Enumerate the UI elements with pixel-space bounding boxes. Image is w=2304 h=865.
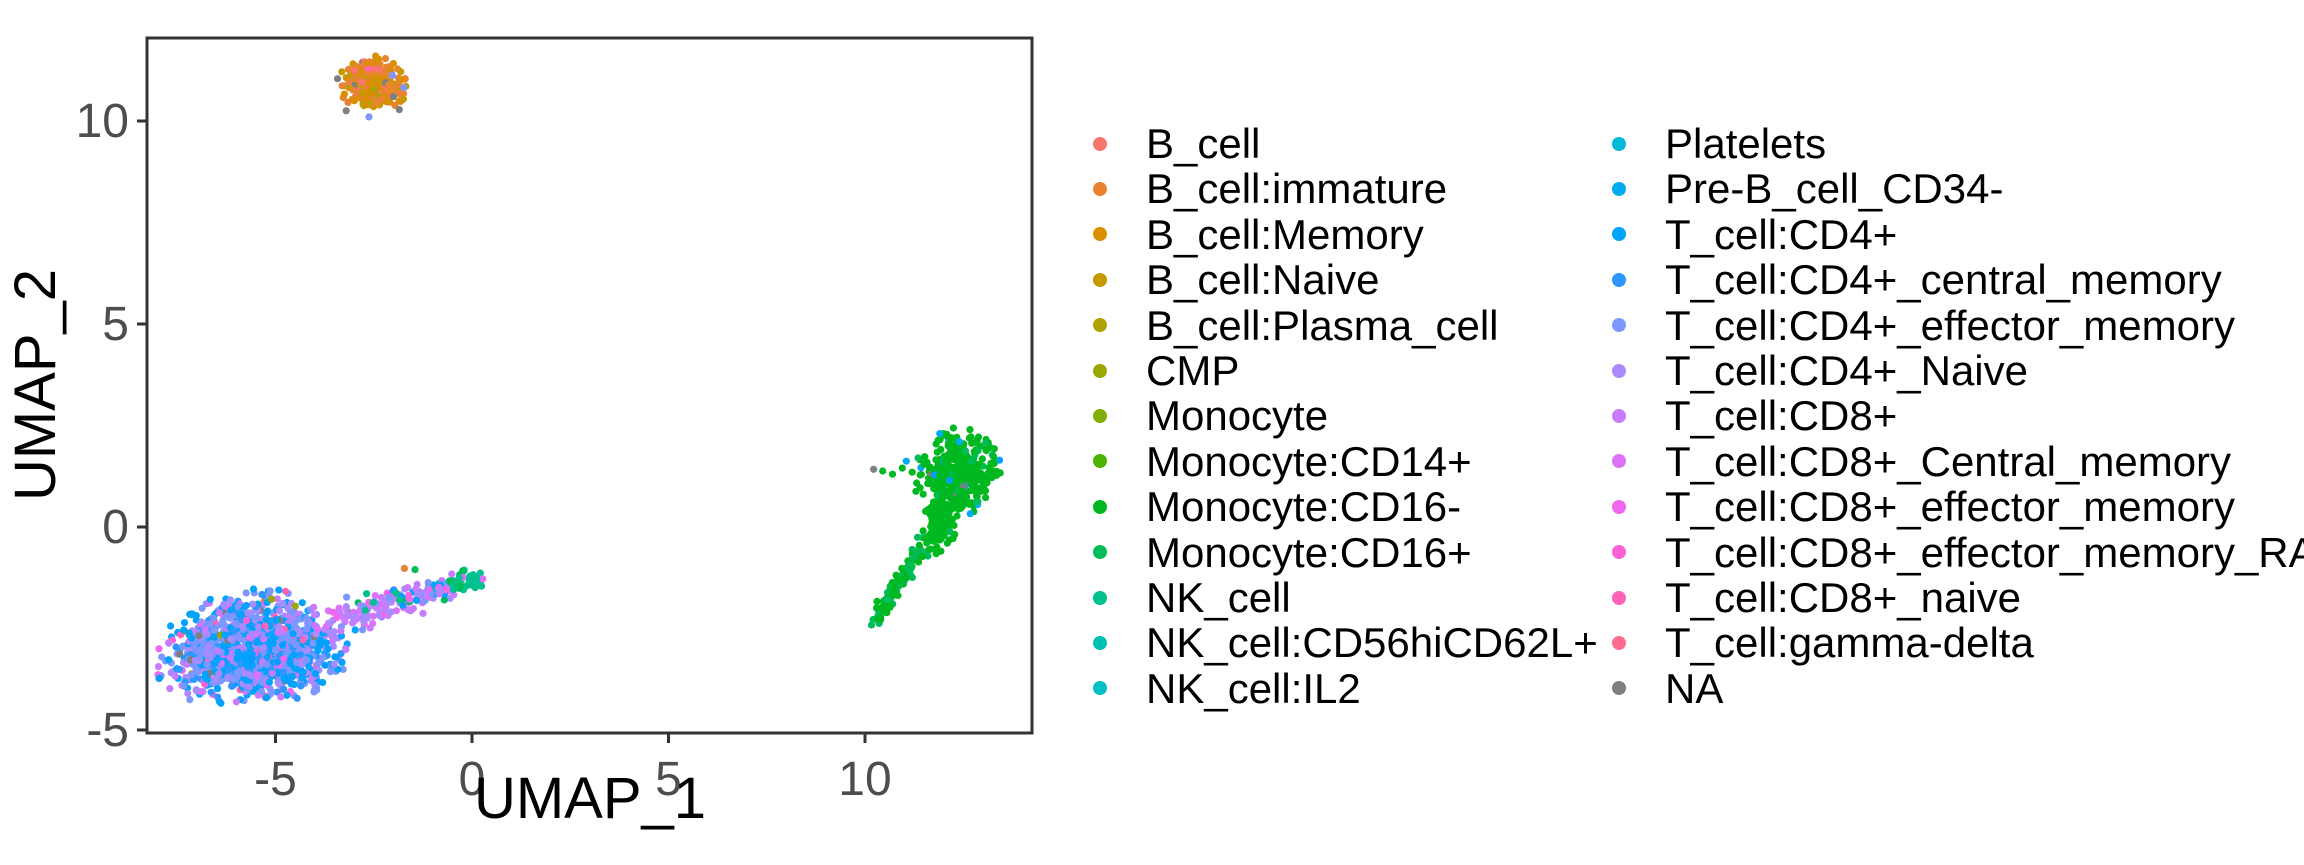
legend-label: CMP	[1146, 346, 1240, 394]
legend-swatch-icon	[1093, 590, 1107, 605]
legend-item: NK_cell:IL2	[1093, 664, 1598, 712]
legend-swatch-icon	[1612, 635, 1626, 650]
legend-label: Monocyte:CD16+	[1146, 528, 1472, 576]
legend-swatch-icon	[1093, 499, 1107, 514]
legend-swatch-icon	[1093, 136, 1107, 151]
legend-item: Monocyte:CD16-	[1093, 483, 1598, 531]
legend-swatch-icon	[1612, 182, 1626, 197]
y-tick-label-0: 0	[102, 501, 129, 554]
legend-item: T_cell:CD8+_naive	[1612, 575, 2304, 620]
legend-label: T_cell:CD4+_Naive	[1665, 346, 2028, 394]
legend-label: B_cell:Plasma_cell	[1146, 301, 1499, 349]
y-tick-label-10: 10	[76, 95, 129, 148]
legend-label: T_cell:CD8+_Central_memory	[1665, 437, 2232, 485]
legend-swatch-icon	[1612, 590, 1626, 605]
legend-swatch-icon	[1093, 409, 1107, 424]
legend-label: T_cell:gamma-delta	[1665, 619, 2034, 667]
legend-item: T_cell:gamma-delta	[1612, 619, 2304, 667]
legend-item: Monocyte:CD16+	[1093, 528, 1598, 576]
legend-swatch-icon	[1612, 409, 1626, 424]
legend-swatch-icon	[1093, 454, 1107, 469]
legend-item: B_cell:Naive	[1093, 256, 1598, 304]
legend-item: T_cell:CD4+_central_memory	[1612, 256, 2304, 304]
legend-item: B_cell:immature	[1093, 165, 1598, 213]
x-tick-label-5: 5	[655, 753, 682, 806]
legend-column-1: B_cell B_cell:immature B_cell:Memory B_cell…	[1093, 121, 1598, 711]
y-tick-label--5: -5	[86, 704, 129, 757]
legend-label: Monocyte	[1146, 392, 1329, 440]
x-tick-label-10: 10	[838, 753, 891, 806]
legend-label: T_cell:CD8+_naive	[1665, 573, 2022, 621]
legend-swatch-icon	[1093, 272, 1107, 287]
legend-label: NK_cell:IL2	[1146, 664, 1361, 712]
legend-label: Pre-B_cell_CD34-	[1665, 165, 2004, 213]
legend-item: B_cell	[1093, 121, 1598, 166]
legend-label: T_cell:CD8+_effector_memory	[1665, 483, 2235, 531]
legend-swatch-icon	[1612, 136, 1626, 151]
legend-label: Monocyte:CD14+	[1146, 437, 1472, 485]
legend-label: B_cell:immature	[1146, 165, 1448, 213]
legend-item: CMP	[1093, 348, 1598, 393]
legend-label: NK_cell:CD56hiCD62L+	[1146, 619, 1598, 667]
legend-item: T_cell:CD8+_effector_memory	[1612, 483, 2304, 531]
legend-item: T_cell:CD8+	[1612, 392, 2304, 440]
legend-item: NK_cell:CD56hiCD62L+	[1093, 619, 1598, 667]
x-tick-label--5: -5	[254, 753, 297, 806]
legend-swatch-icon	[1612, 454, 1626, 469]
legend-item: Monocyte:CD14+	[1093, 437, 1598, 485]
legend-label: T_cell:CD4+_central_memory	[1665, 256, 2222, 304]
legend-label: B_cell:Memory	[1146, 210, 1424, 258]
legend-label: T_cell:CD4+	[1665, 210, 1898, 258]
legend-item: T_cell:CD4+_Naive	[1612, 348, 2304, 393]
legend-swatch-icon	[1093, 545, 1107, 560]
scatter-points	[154, 52, 1004, 707]
axis-ticks	[137, 119, 867, 743]
legend-label: NA	[1665, 664, 1724, 712]
x-tick-label-0: 0	[459, 753, 486, 806]
axis-tick-labels: -5 0 5 10 10 5 0 -5	[76, 95, 892, 806]
legend-item: T_cell:CD4+	[1612, 210, 2304, 258]
y-tick-label-5: 5	[102, 298, 129, 351]
legend-label: NK_cell	[1146, 573, 1291, 621]
legend-column-2: Platelets Pre-B_cell_CD34- T_cell:CD4+ T_ce…	[1612, 121, 2304, 711]
legend-label: T_cell:CD4+_effector_memory	[1665, 301, 2235, 349]
plot-panel-border	[145, 36, 1034, 735]
legend-item: T_cell:CD8+_effector_memory_RA	[1612, 528, 2304, 576]
legend-item: B_cell:Plasma_cell	[1093, 301, 1598, 349]
legend-item: Platelets	[1612, 121, 2304, 166]
legend-swatch-icon	[1612, 318, 1626, 333]
legend-swatch-icon	[1093, 182, 1107, 197]
legend-label: B_cell	[1146, 120, 1261, 167]
legend-swatch-icon	[1093, 635, 1107, 650]
legend-swatch-icon	[1612, 363, 1626, 378]
legend-swatch-icon	[1612, 681, 1626, 696]
legend-item: NK_cell	[1093, 575, 1598, 620]
legend-label: T_cell:CD8+	[1665, 392, 1898, 440]
y-axis-title: UMAP_2	[3, 269, 68, 501]
legend-swatch-icon	[1093, 363, 1107, 378]
legend-label: T_cell:CD8+_effector_memory_RA	[1665, 528, 2304, 576]
legend-swatch-icon	[1093, 681, 1107, 696]
legend-label: Monocyte:CD16-	[1146, 483, 1462, 531]
legend-item: NA	[1612, 664, 2304, 712]
legend-item: T_cell:CD4+_effector_memory	[1612, 301, 2304, 349]
legend-swatch-icon	[1612, 499, 1626, 514]
x-axis-title: UMAP_1	[474, 766, 706, 831]
legend-item: T_cell:CD8+_Central_memory	[1612, 437, 2304, 485]
legend-item: Pre-B_cell_CD34-	[1612, 165, 2304, 213]
legend-swatch-icon	[1612, 545, 1626, 560]
legend-item: Monocyte	[1093, 392, 1598, 440]
legend-label: B_cell:Naive	[1146, 256, 1380, 304]
legend-swatch-icon	[1093, 227, 1107, 242]
legend-label: Platelets	[1665, 120, 1827, 167]
legend-swatch-icon	[1612, 272, 1626, 287]
legend-swatch-icon	[1093, 318, 1107, 333]
legend-item: B_cell:Memory	[1093, 210, 1598, 258]
legend-swatch-icon	[1612, 227, 1626, 242]
